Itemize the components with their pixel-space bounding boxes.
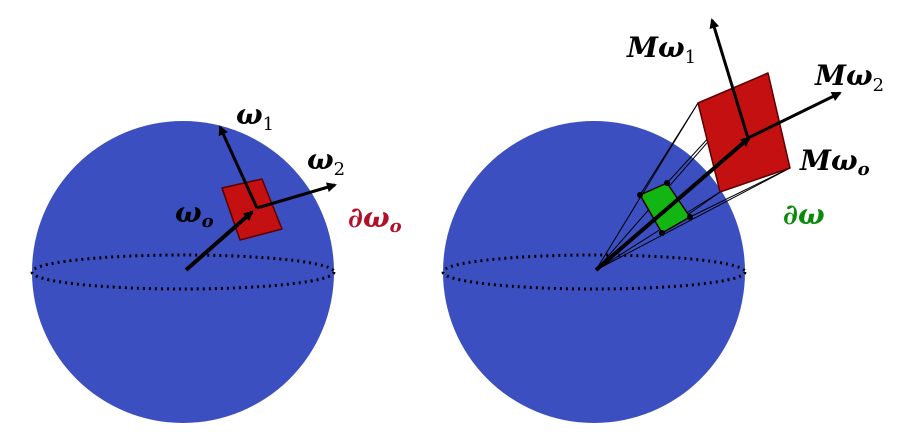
right-m-omega-o-sub: o [858, 159, 870, 180]
corner-dot [687, 214, 693, 220]
right-m-omega-2-arrow [747, 91, 842, 140]
left-sphere [32, 121, 334, 423]
left-panel: ω1 ω2 ωo ∂ωo [30, 98, 402, 423]
left-equator [30, 253, 336, 291]
left-omega-1-label: ω1 [236, 98, 274, 135]
right-m-omega-1-arrow [709, 18, 750, 139]
right-m-omega-2-prefix: M [814, 59, 847, 92]
right-red-patch [697, 72, 791, 193]
left-boundary-prefix: ∂ [348, 201, 363, 234]
projection-edge [639, 102, 699, 196]
left-boundary-base: ω [363, 201, 390, 234]
right-m-omega-1-base: ω [658, 31, 685, 64]
projection-line [595, 191, 721, 271]
left-omega-2-base: ω [307, 143, 334, 176]
projection-edge [689, 167, 791, 218]
left-omega-1-base: ω [236, 98, 263, 131]
projection-line [595, 167, 791, 271]
right-boundary-base: ω [798, 198, 825, 231]
left-omega-o-arrow [184, 210, 254, 272]
left-omega-o-sub: o [202, 211, 214, 232]
right-sphere [443, 121, 745, 423]
green-patch-corners [637, 180, 693, 236]
right-panel: Mω1 Mω2 Mωo ∂ω [441, 18, 884, 423]
right-m-omega-1-sub: 1 [685, 47, 696, 68]
right-boundary-prefix: ∂ [783, 198, 798, 231]
left-omega-2-sub: 2 [334, 159, 345, 180]
right-equator [441, 253, 747, 291]
right-m-omega-o-prefix: M [799, 144, 832, 177]
left-omega-1-arrow [218, 125, 259, 209]
left-omega-2-arrow [256, 182, 337, 210]
left-boundary-label: ∂ωo [348, 201, 402, 237]
right-m-omega-2-sub: 2 [873, 75, 884, 96]
left-boundary-sub: o [390, 216, 402, 237]
right-m-omega-o-arrow [594, 136, 751, 272]
corner-dot [664, 180, 670, 186]
right-m-omega-o-base: ω [831, 144, 858, 177]
right-m-omega-1-label: Mω1 [626, 31, 696, 68]
right-m-omega-1-prefix: M [626, 31, 659, 64]
corner-dot [637, 192, 643, 198]
left-omega-o-label: ωo [175, 196, 214, 232]
right-m-omega-2-label: Mω2 [814, 59, 884, 96]
left-omega-2-label: ω2 [307, 143, 345, 180]
right-m-omega-o-label: Mωo [799, 144, 870, 180]
left-omega-1-sub: 1 [263, 114, 274, 135]
right-m-omega-2-base: ω [846, 59, 873, 92]
right-boundary-label: ∂ω [783, 198, 825, 231]
left-omega-o-base: ω [175, 196, 202, 229]
corner-dot [659, 230, 665, 236]
